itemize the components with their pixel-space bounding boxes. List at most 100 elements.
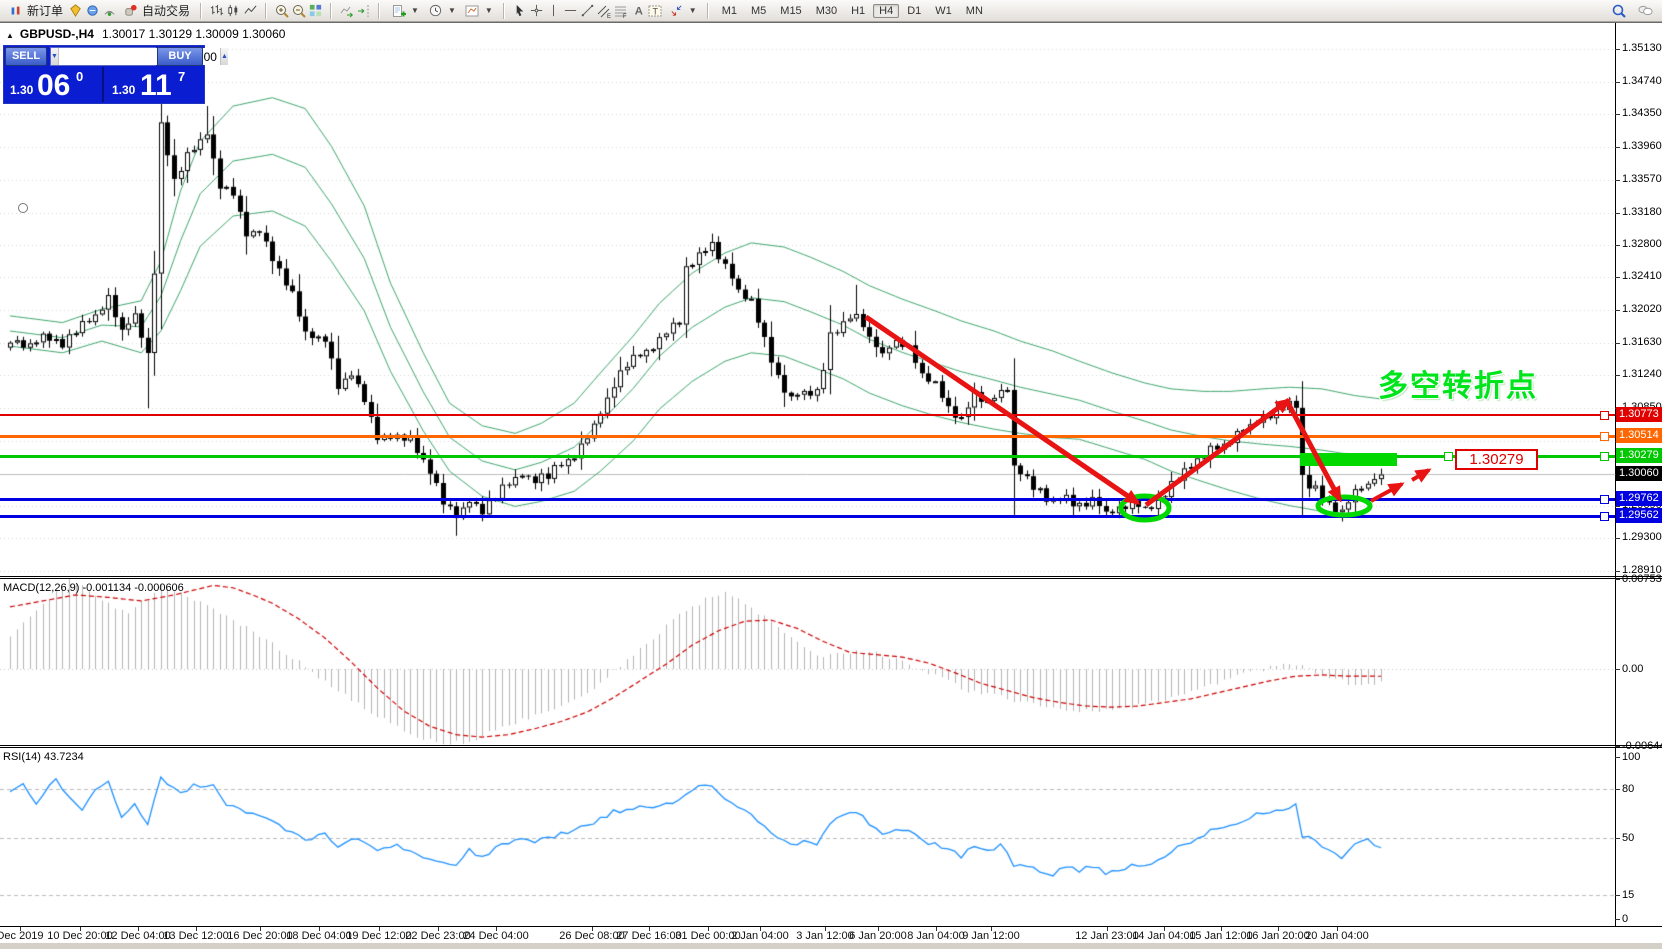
bar-chart-button[interactable] <box>208 2 225 19</box>
tf-button-m15[interactable]: M15 <box>780 4 802 17</box>
price-axis-label: 1.33570 <box>1622 173 1662 185</box>
tf-button-d1[interactable]: D1 <box>907 4 922 17</box>
time-axis-label: 16 Dec 20:00 <box>227 930 293 942</box>
price-axis-tick <box>1615 245 1620 246</box>
main-price-chart[interactable] <box>0 23 1615 577</box>
price-axis-tick <box>1615 538 1620 539</box>
sell-price[interactable]: 1.30 06 0 <box>4 67 104 102</box>
time-axis-tick <box>878 927 879 931</box>
candlestick-chart-button[interactable] <box>225 2 242 19</box>
expand-triangle-icon[interactable]: ▲ <box>6 31 14 40</box>
pane-separator[interactable] <box>0 576 1662 577</box>
market-icon[interactable] <box>84 2 101 19</box>
tf-button-m30[interactable]: M30 <box>815 4 838 17</box>
zoom-out-button[interactable] <box>290 2 307 19</box>
price-axis-label: 1.29300 <box>1622 531 1662 543</box>
horizontal-line-button[interactable] <box>562 2 579 19</box>
macd-axis-tick <box>1615 746 1620 747</box>
pane-separator[interactable] <box>0 747 1662 748</box>
rsi-axis-label: 15 <box>1622 889 1635 901</box>
line-handle[interactable] <box>1600 495 1609 504</box>
buy-button[interactable]: BUY <box>157 47 203 66</box>
price-axis-label: 1.32410 <box>1622 270 1662 282</box>
autotrading-button[interactable]: 自动交易 <box>118 1 194 20</box>
support-line-blue-1[interactable] <box>0 498 1615 501</box>
time-axis-label: 18 Dec 04:00 <box>286 930 352 942</box>
price-axis-tick <box>1615 147 1620 148</box>
chat-icon[interactable] <box>1637 2 1654 19</box>
support-line-green[interactable] <box>0 455 1615 458</box>
sell-button[interactable]: SELL <box>5 47 47 66</box>
time-axis-tick <box>708 927 709 931</box>
signals-icon[interactable] <box>101 2 118 19</box>
indicators-button[interactable]: ▼ <box>386 1 423 20</box>
text-button[interactable]: A <box>630 2 647 19</box>
autotrading-label: 自动交易 <box>142 4 191 18</box>
pane-separator[interactable] <box>0 578 1662 579</box>
toolbar-separator <box>502 2 505 19</box>
lot-decrease-button[interactable]: ▼ <box>51 48 59 65</box>
lot-increase-button[interactable]: ▲ <box>219 48 228 65</box>
svg-text:E: E <box>607 14 611 19</box>
zoom-in-button[interactable] <box>273 2 290 19</box>
buy-price-prefix: 1.30 <box>112 83 136 97</box>
fibonacci-button[interactable]: F <box>613 2 630 19</box>
line-handle[interactable] <box>1600 432 1609 441</box>
new-order-button[interactable]: 新订单 <box>3 1 67 20</box>
chart-shift-button[interactable] <box>355 2 372 19</box>
macd-axis-label: -0.006446 <box>1622 740 1662 752</box>
arrows-button[interactable]: ▼ <box>664 1 701 20</box>
line-handle[interactable] <box>1600 512 1609 521</box>
svg-text:T: T <box>653 6 659 16</box>
turning-point-annotation[interactable]: 多空转折点 <box>1378 370 1538 403</box>
tf-button-m1[interactable]: M1 <box>721 4 737 17</box>
lot-size-control: ▼ ▲ <box>50 47 228 66</box>
gem-icon[interactable] <box>67 2 84 19</box>
autotrading-icon <box>122 2 139 19</box>
time-axis-label: 31 Dec 00:00 <box>675 930 741 942</box>
tf-button-h1[interactable]: H1 <box>851 4 866 17</box>
tile-windows-button[interactable] <box>307 2 324 19</box>
periods-button[interactable]: ▼ <box>423 1 460 20</box>
line-handle[interactable] <box>1600 452 1609 461</box>
resistance-line-red[interactable] <box>0 414 1615 416</box>
price-axis-tick <box>1615 571 1620 572</box>
time-axis-label: 6 Jan 20:00 <box>849 930 907 942</box>
tf-button-h4[interactable]: H4 <box>873 3 900 18</box>
toolbar-separator <box>330 2 333 19</box>
tf-button-w1[interactable]: W1 <box>935 4 952 17</box>
text-label-button[interactable]: T <box>647 2 664 19</box>
symbol-search-icon[interactable] <box>1610 2 1627 19</box>
tf-button-mn[interactable]: MN <box>965 4 983 17</box>
line-chart-button[interactable] <box>242 2 259 19</box>
tf-button-m5[interactable]: M5 <box>751 4 767 17</box>
line-handle[interactable] <box>1600 411 1609 420</box>
templates-button[interactable]: ▼ <box>460 1 497 20</box>
line-handle[interactable] <box>1444 452 1453 461</box>
rsi-pane[interactable] <box>0 748 1615 926</box>
channel-button[interactable]: E <box>596 2 613 19</box>
pivot-line-orange[interactable] <box>0 435 1615 438</box>
buy-price[interactable]: 1.30 11 7 <box>104 67 202 102</box>
window-bottom-edge <box>0 942 1662 949</box>
support-line-blue-2[interactable] <box>0 515 1615 518</box>
time-axis-label: 9 Jan 12:00 <box>962 930 1020 942</box>
pane-separator[interactable] <box>0 745 1662 746</box>
macd-pane[interactable] <box>0 579 1615 746</box>
auto-scroll-button[interactable] <box>338 2 355 19</box>
rsi-axis-tick <box>1615 919 1620 920</box>
price-axis-label: 1.31240 <box>1622 368 1662 380</box>
cursor-button[interactable] <box>511 2 528 19</box>
circle-chart-object[interactable] <box>18 203 28 213</box>
price-badge-red: 1.30773 <box>1616 407 1662 422</box>
toolbar: 新订单 自动交易 ▼ ▼ <box>0 0 1662 22</box>
crosshair-button[interactable] <box>528 2 545 19</box>
rsi-axis-tick <box>1615 895 1620 896</box>
vertical-line-button[interactable] <box>545 2 562 19</box>
macd-axis-label: 0.007538 <box>1622 573 1662 585</box>
price-axis-tick <box>1615 310 1620 311</box>
time-axis-label: 10 Dec 20:00 <box>47 930 113 942</box>
price-callout-box[interactable]: 1.30279 <box>1455 449 1538 470</box>
trendline-button[interactable] <box>579 2 596 19</box>
